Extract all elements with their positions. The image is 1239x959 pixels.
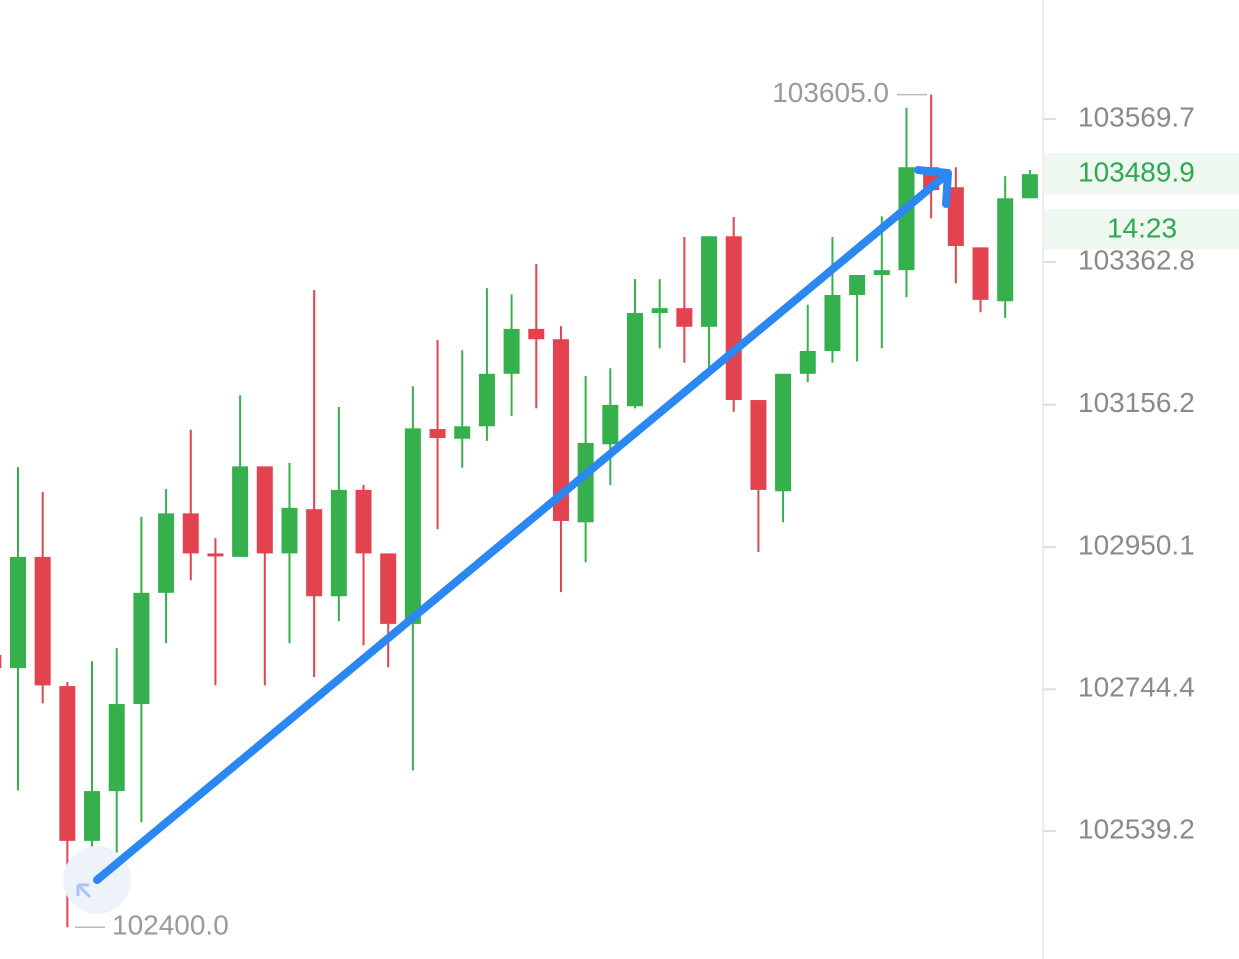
- candle-body: [34, 556, 51, 686]
- candle-body: [824, 295, 841, 351]
- price-axis: 103569.7 103362.8 103156.2 102950.1 102744.4…: [1043, 101, 1239, 844]
- candle-body: [676, 308, 693, 327]
- candle-body: [454, 426, 471, 439]
- candle-body: [528, 328, 545, 340]
- candle-body: [997, 198, 1014, 302]
- candle-body: [0, 654, 2, 669]
- y-tick-label: 102539.2: [1078, 813, 1195, 844]
- candle-body: [898, 167, 915, 271]
- y-tick-label: 103569.7: [1078, 101, 1195, 132]
- candle-body: [947, 187, 964, 246]
- last-price: 103489.9: [1078, 157, 1195, 188]
- countdown: 14:23: [1107, 213, 1177, 244]
- candle-body: [207, 553, 224, 557]
- candle-body: [281, 507, 298, 554]
- price-tag-bg: [1044, 153, 1239, 196]
- candle-body: [972, 247, 989, 300]
- arrow-head: [914, 166, 952, 208]
- candle-body: [232, 466, 249, 557]
- candle-body: [158, 513, 175, 593]
- countdown-bg: [1044, 209, 1239, 250]
- candle-body: [84, 791, 101, 841]
- candle-body: [256, 466, 273, 554]
- candle-body: [306, 509, 323, 597]
- candle-body: [404, 428, 421, 624]
- candle-body: [182, 513, 199, 554]
- annotation-label: 102400.0: [112, 910, 229, 941]
- candle-body: [10, 556, 26, 669]
- candle-body: [330, 489, 347, 597]
- handle-icon: [76, 883, 92, 899]
- candle-body: [725, 236, 742, 401]
- y-tick-label: 103362.8: [1078, 244, 1195, 275]
- plot-area: 103605.0 102400.0: [0, 77, 1038, 941]
- candle-body: [775, 373, 792, 492]
- y-tick-label: 103156.2: [1078, 387, 1195, 418]
- candle-body: [355, 489, 372, 554]
- candle-body: [1021, 174, 1038, 199]
- candle-body: [750, 400, 767, 490]
- candle-body: [577, 442, 594, 523]
- candle-body: [108, 704, 125, 792]
- candle-body: [503, 328, 520, 374]
- candle-body: [552, 339, 569, 521]
- candle-body: [59, 686, 76, 841]
- candle-body: [602, 404, 619, 445]
- candle-body: [133, 592, 150, 705]
- candle-body: [799, 350, 816, 374]
- annotation-label: 103605.0: [772, 77, 889, 108]
- candle-body: [701, 236, 718, 327]
- candle-body: [873, 270, 890, 275]
- trend-arrow: [93, 171, 950, 884]
- candle-body: [627, 312, 643, 407]
- candle-body: [849, 274, 866, 296]
- drawing-layer: [63, 166, 952, 914]
- y-tick-label: 102950.1: [1078, 530, 1195, 561]
- candle-body: [651, 308, 668, 313]
- candle-body: [478, 373, 495, 427]
- candle-body: [429, 429, 446, 439]
- candle-body: [380, 553, 397, 624]
- y-tick-label: 102744.4: [1078, 672, 1195, 703]
